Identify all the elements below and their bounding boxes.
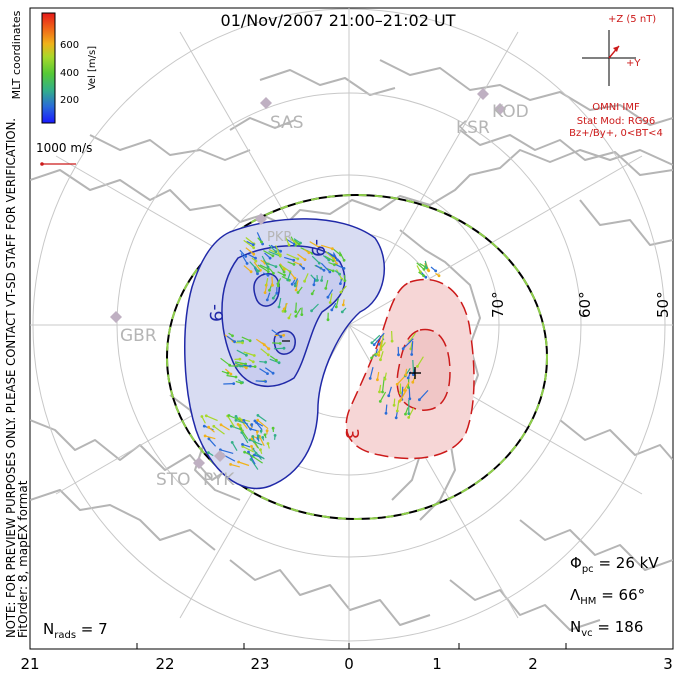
station-sto: STO <box>156 470 191 490</box>
contour-label-negative: -9 <box>205 304 226 322</box>
scale-vector-label: 1000 m/s <box>36 141 92 155</box>
statistics: Φpc = 26 kV ΛHM = 66° Nvc = 186 Nrads = … <box>43 554 659 641</box>
imf-clock: +Z (5 nT) +Y OMNI IMF Stat Mod: RG96 Bz+… <box>569 14 663 139</box>
colorbar-strip <box>41 12 56 124</box>
mlt-tick-1: 1 <box>432 655 442 673</box>
imf-axis-right: +Y <box>626 58 641 69</box>
imf-model-line2: Bz+/By+, 0<BT<4 <box>569 128 663 139</box>
contour-label-positive: 3 <box>341 428 362 439</box>
colorbar-tick-400: 400 <box>60 68 79 79</box>
preview-note: NOTE: FOR PREVIEW PURPOSES ONLY. PLEASE … <box>4 118 18 638</box>
stat-n-rads: Nrads = 7 <box>43 620 108 641</box>
velocity-vectors <box>200 232 441 470</box>
imf-axis-top: +Z (5 nT) <box>608 14 656 25</box>
colorbar-tick-200: 200 <box>60 95 79 106</box>
station-pyk: PYK <box>203 470 235 490</box>
stat-lambda-hm: ΛHM = 66° <box>570 586 645 607</box>
contour-label-negative-2: -9 <box>307 239 328 257</box>
station-labels: SAS KSR KOD PKR GBR STO PYK <box>120 102 529 490</box>
coordinate-label: MLT coordinates <box>10 10 23 99</box>
stat-n-vc: Nvc = 186 <box>570 618 643 639</box>
colorbar: 600 400 200 Vel [m/s] <box>41 12 98 124</box>
latitude-labels: 70° 60° 50° <box>489 291 672 318</box>
lat-label-70: 70° <box>489 291 507 318</box>
map-title: 01/Nov/2007 21:00–21:02 UT <box>221 11 456 30</box>
negative-contour-3 <box>253 273 280 307</box>
stat-phi-pc: Φpc = 26 kV <box>570 554 659 575</box>
mlt-tick-23: 23 <box>250 655 269 673</box>
station-kod: KOD <box>492 102 529 122</box>
mlt-tick-22: 22 <box>155 655 174 673</box>
lat-label-60: 60° <box>576 291 594 318</box>
station-ksr: KSR <box>456 118 490 138</box>
mlt-tick-2: 2 <box>528 655 538 673</box>
imf-model-line1: Stat Mod: RG96 <box>577 116 656 127</box>
lat-label-50: 50° <box>654 291 672 318</box>
mlt-tick-3: 3 <box>663 655 673 673</box>
mlt-tick-0: 0 <box>344 655 354 673</box>
heppner-maynard-boundary-dash <box>166 194 548 520</box>
station-markers <box>110 88 506 469</box>
imf-vector-head <box>613 46 619 52</box>
colorbar-label: Vel [m/s] <box>87 46 98 90</box>
imf-source: OMNI IMF <box>592 102 640 113</box>
station-sas: SAS <box>270 113 304 133</box>
potential-max-marker <box>409 367 421 379</box>
station-pkr: PKR <box>267 230 292 245</box>
fit-order-note: FitOrder: 8, mapEX format <box>16 480 30 638</box>
colorbar-tick-600: 600 <box>60 40 79 51</box>
mlt-axis: 21 22 23 0 1 2 3 <box>20 643 674 673</box>
mlt-tick-21: 21 <box>20 655 39 673</box>
station-gbr: GBR <box>120 326 157 346</box>
